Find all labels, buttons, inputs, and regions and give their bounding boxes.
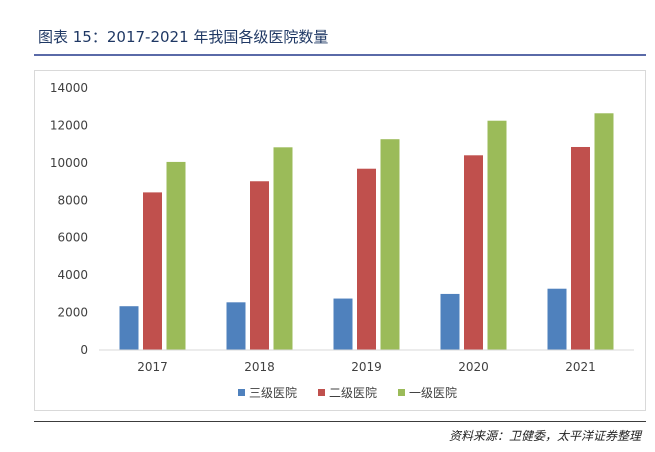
x-axis-ticks: 2017 2018 2019 2020 2021 bbox=[137, 360, 596, 374]
legend: 三级医院 二级医院 一级医院 bbox=[238, 386, 457, 400]
bar-2021-2 bbox=[571, 146, 590, 350]
legend-label: 三级医院 bbox=[249, 386, 297, 400]
title-rule bbox=[34, 54, 646, 56]
y-tick-label: 6000 bbox=[57, 231, 88, 245]
bar-2019-3 bbox=[380, 139, 400, 350]
y-tick-label: 2000 bbox=[57, 306, 88, 320]
legend-swatch bbox=[318, 389, 325, 396]
bar-2017-3 bbox=[166, 161, 186, 350]
y-tick-label: 0 bbox=[80, 343, 88, 357]
x-tick-label: 2018 bbox=[244, 360, 275, 374]
y-tick-label: 12000 bbox=[50, 118, 88, 132]
y-tick-label: 8000 bbox=[57, 193, 88, 207]
bar-2018-2 bbox=[250, 181, 269, 350]
legend-label: 一级医院 bbox=[409, 386, 457, 400]
legend-label: 二级医院 bbox=[329, 386, 377, 400]
y-tick-label: 14000 bbox=[50, 81, 88, 95]
bars bbox=[119, 113, 614, 351]
source-note: 资料来源：卫健委，太平洋证券整理 bbox=[448, 429, 641, 443]
bar-2020-1 bbox=[440, 293, 460, 350]
x-tick-label: 2019 bbox=[351, 360, 382, 374]
bar-2018-3 bbox=[273, 147, 293, 350]
legend-swatch bbox=[398, 389, 405, 396]
chart-frame bbox=[34, 70, 646, 411]
bar-2019-2 bbox=[357, 168, 376, 350]
bar-2020-2 bbox=[464, 155, 483, 350]
x-tick-label: 2017 bbox=[137, 360, 168, 374]
y-axis-ticks: 0 2000 4000 6000 8000 10000 12000 14000 bbox=[50, 81, 88, 357]
bar-2020-3 bbox=[487, 120, 507, 350]
bar-2017-1 bbox=[119, 306, 139, 350]
legend-swatch bbox=[238, 389, 245, 396]
bar-2021-3 bbox=[594, 113, 614, 351]
bar-2019-1 bbox=[333, 298, 353, 350]
y-tick-label: 10000 bbox=[50, 156, 88, 170]
x-tick-label: 2021 bbox=[565, 360, 596, 374]
y-tick-label: 4000 bbox=[57, 268, 88, 282]
figure-title: 图表 15：2017-2021 年我国各级医院数量 bbox=[38, 28, 329, 46]
bar-2021-1 bbox=[547, 288, 567, 350]
x-tick-label: 2020 bbox=[458, 360, 489, 374]
bar-2018-1 bbox=[226, 302, 246, 350]
bar-2017-2 bbox=[143, 192, 162, 350]
source-rule bbox=[34, 421, 646, 422]
